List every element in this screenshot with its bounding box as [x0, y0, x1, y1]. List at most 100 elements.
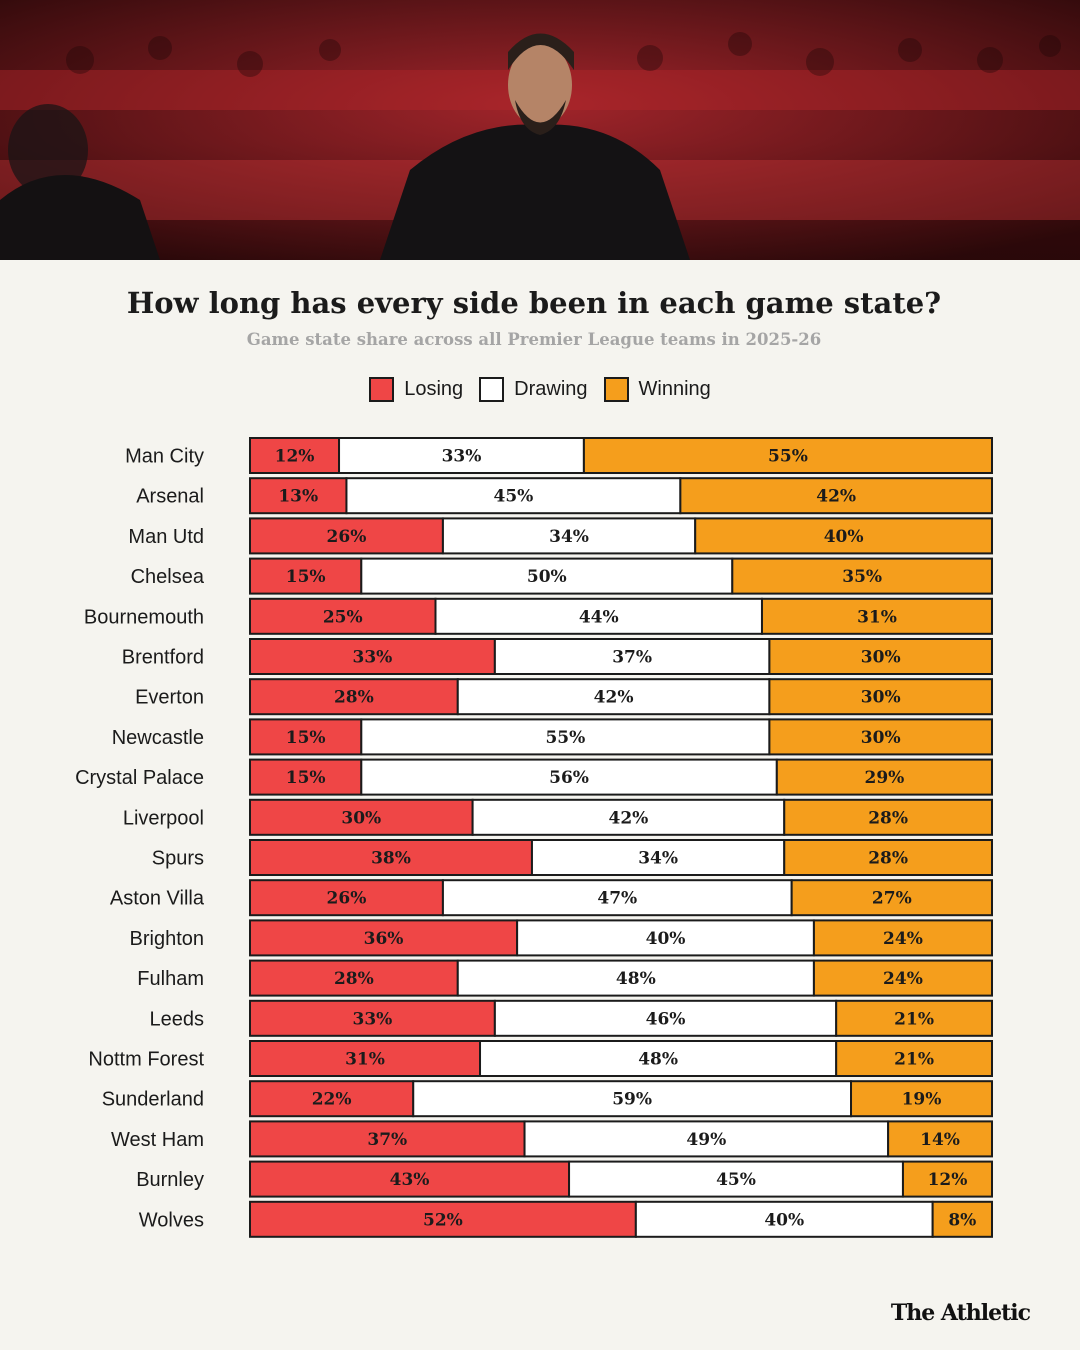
bar-segment-losing	[249, 919, 519, 957]
category-label: Nottm Forest	[88, 1049, 204, 1071]
category-label: Brentford	[122, 647, 204, 669]
data-label-drawing: 33%	[442, 447, 482, 467]
bar-segment-losing	[249, 597, 437, 635]
bar-segment-losing	[249, 477, 348, 515]
bar-segment-winning	[835, 1040, 993, 1077]
bar-segment-winning	[783, 839, 993, 876]
bar-segment-losing	[249, 1040, 482, 1077]
bar-row-sunderland: Sunderland 22% 59% 19%	[102, 1080, 994, 1118]
bar-segment-winning	[760, 597, 993, 635]
bar-row-leeds: Leeds 33% 46% 21%	[150, 999, 993, 1037]
stacked-bar-chart: Man City 12% 33% 55% Arsenal 13% 45% 42% Man Utd…	[75, 437, 994, 1238]
data-label-winning: 30%	[861, 688, 901, 708]
data-label-losing: 31%	[345, 1050, 385, 1070]
bar-segment-winning	[931, 1200, 994, 1238]
data-label-losing: 33%	[353, 1009, 393, 1029]
data-label-winning: 28%	[868, 849, 908, 869]
bar-segment-winning	[835, 999, 993, 1037]
data-label-losing: 15%	[286, 768, 326, 788]
data-label-winning: 31%	[857, 607, 897, 627]
bar-segment-drawing	[568, 1160, 904, 1198]
category-label: Leeds	[150, 1008, 205, 1030]
category-label: Newcastle	[112, 727, 204, 749]
bar-row-wolves: Wolves 52% 40% 8%	[139, 1200, 994, 1238]
bar-segment-drawing	[412, 1080, 853, 1118]
bar-row-burnley: Burnley 43% 45% 12%	[136, 1160, 994, 1198]
data-label-drawing: 55%	[545, 728, 585, 748]
bar-row-brighton: Brighton 36% 40% 24%	[130, 919, 993, 957]
data-label-drawing: 46%	[646, 1009, 686, 1029]
category-label: Sunderland	[102, 1089, 204, 1111]
bar-segment-winning	[901, 1160, 994, 1198]
data-label-losing: 15%	[286, 567, 326, 587]
data-label-losing: 28%	[334, 688, 374, 708]
data-label-winning: 24%	[883, 969, 923, 989]
legend-item-losing: Losing	[369, 377, 463, 402]
bar-segment-winning	[887, 1120, 993, 1158]
bar-segment-drawing	[360, 758, 778, 796]
chart-title: How long has every side been in each gam…	[126, 286, 942, 320]
bar-segment-losing	[249, 557, 363, 595]
bar-segment-winning	[694, 517, 993, 555]
data-label-winning: 14%	[920, 1130, 960, 1150]
data-label-losing: 26%	[327, 527, 367, 547]
bar-segment-losing	[249, 1120, 526, 1158]
data-label-winning: 28%	[868, 808, 908, 828]
bar-segment-winning	[768, 718, 994, 756]
bar-segment-losing	[249, 798, 474, 836]
bar-segment-drawing	[493, 999, 838, 1037]
category-label: West Ham	[111, 1129, 204, 1151]
photo-illustration	[0, 0, 1080, 260]
data-label-drawing: 59%	[612, 1090, 652, 1110]
data-label-losing: 26%	[327, 889, 367, 909]
data-label-drawing: 47%	[597, 889, 637, 909]
bar-segment-losing	[249, 437, 341, 474]
data-label-drawing: 42%	[609, 808, 649, 828]
bar-segment-drawing	[456, 959, 815, 997]
category-label: Spurs	[152, 848, 204, 870]
bar-row-west-ham: West Ham 37% 49% 14%	[111, 1120, 993, 1158]
bar-segment-drawing	[634, 1200, 934, 1238]
legend-item-winning: Winning	[603, 377, 711, 402]
bar-segment-winning	[582, 437, 994, 474]
data-label-winning: 24%	[883, 929, 923, 949]
data-label-drawing: 49%	[686, 1130, 726, 1150]
data-label-winning: 19%	[902, 1090, 942, 1110]
data-label-winning: 27%	[872, 889, 912, 909]
legend-label-losing: Losing	[404, 378, 464, 400]
data-label-drawing: 40%	[764, 1210, 804, 1230]
bar-segment-drawing	[530, 839, 786, 876]
data-label-losing: 22%	[312, 1090, 352, 1110]
category-label: Crystal Palace	[75, 767, 204, 789]
data-label-losing: 25%	[323, 607, 363, 627]
bar-row-newcastle: Newcastle 15% 55% 30%	[112, 718, 994, 756]
bar-segment-winning	[775, 758, 993, 796]
data-label-winning: 30%	[861, 728, 901, 748]
legend-swatch-winning	[603, 377, 629, 402]
data-label-losing: 33%	[353, 648, 393, 668]
data-label-drawing: 40%	[646, 929, 686, 949]
bar-segment-losing	[249, 1080, 415, 1118]
data-label-drawing: 37%	[612, 648, 652, 668]
data-label-winning: 21%	[894, 1050, 934, 1070]
data-label-winning: 55%	[768, 447, 808, 467]
legend-swatch-drawing	[479, 377, 505, 402]
bar-segment-winning	[812, 919, 993, 957]
bar-segment-losing	[249, 959, 459, 997]
category-label: Wolves	[139, 1209, 204, 1231]
category-label: Burnley	[136, 1169, 204, 1191]
bar-segment-losing	[249, 718, 363, 756]
brand-logo: The Athletic	[890, 1300, 1031, 1326]
data-label-losing: 15%	[286, 728, 326, 748]
bar-row-aston-villa: Aston Villa 26% 47% 27%	[110, 879, 993, 917]
bar-segment-drawing	[345, 477, 682, 515]
bar-segment-winning	[812, 959, 993, 997]
header-photo	[0, 0, 1080, 260]
data-label-losing: 43%	[390, 1170, 430, 1190]
category-label: Fulham	[137, 968, 204, 990]
category-label: Liverpool	[123, 807, 204, 829]
bar-row-fulham: Fulham 28% 48% 24%	[137, 959, 993, 997]
data-label-winning: 8%	[948, 1210, 976, 1230]
bar-row-man-utd: Man Utd 26% 34% 40%	[128, 517, 993, 555]
data-label-drawing: 34%	[638, 849, 678, 869]
